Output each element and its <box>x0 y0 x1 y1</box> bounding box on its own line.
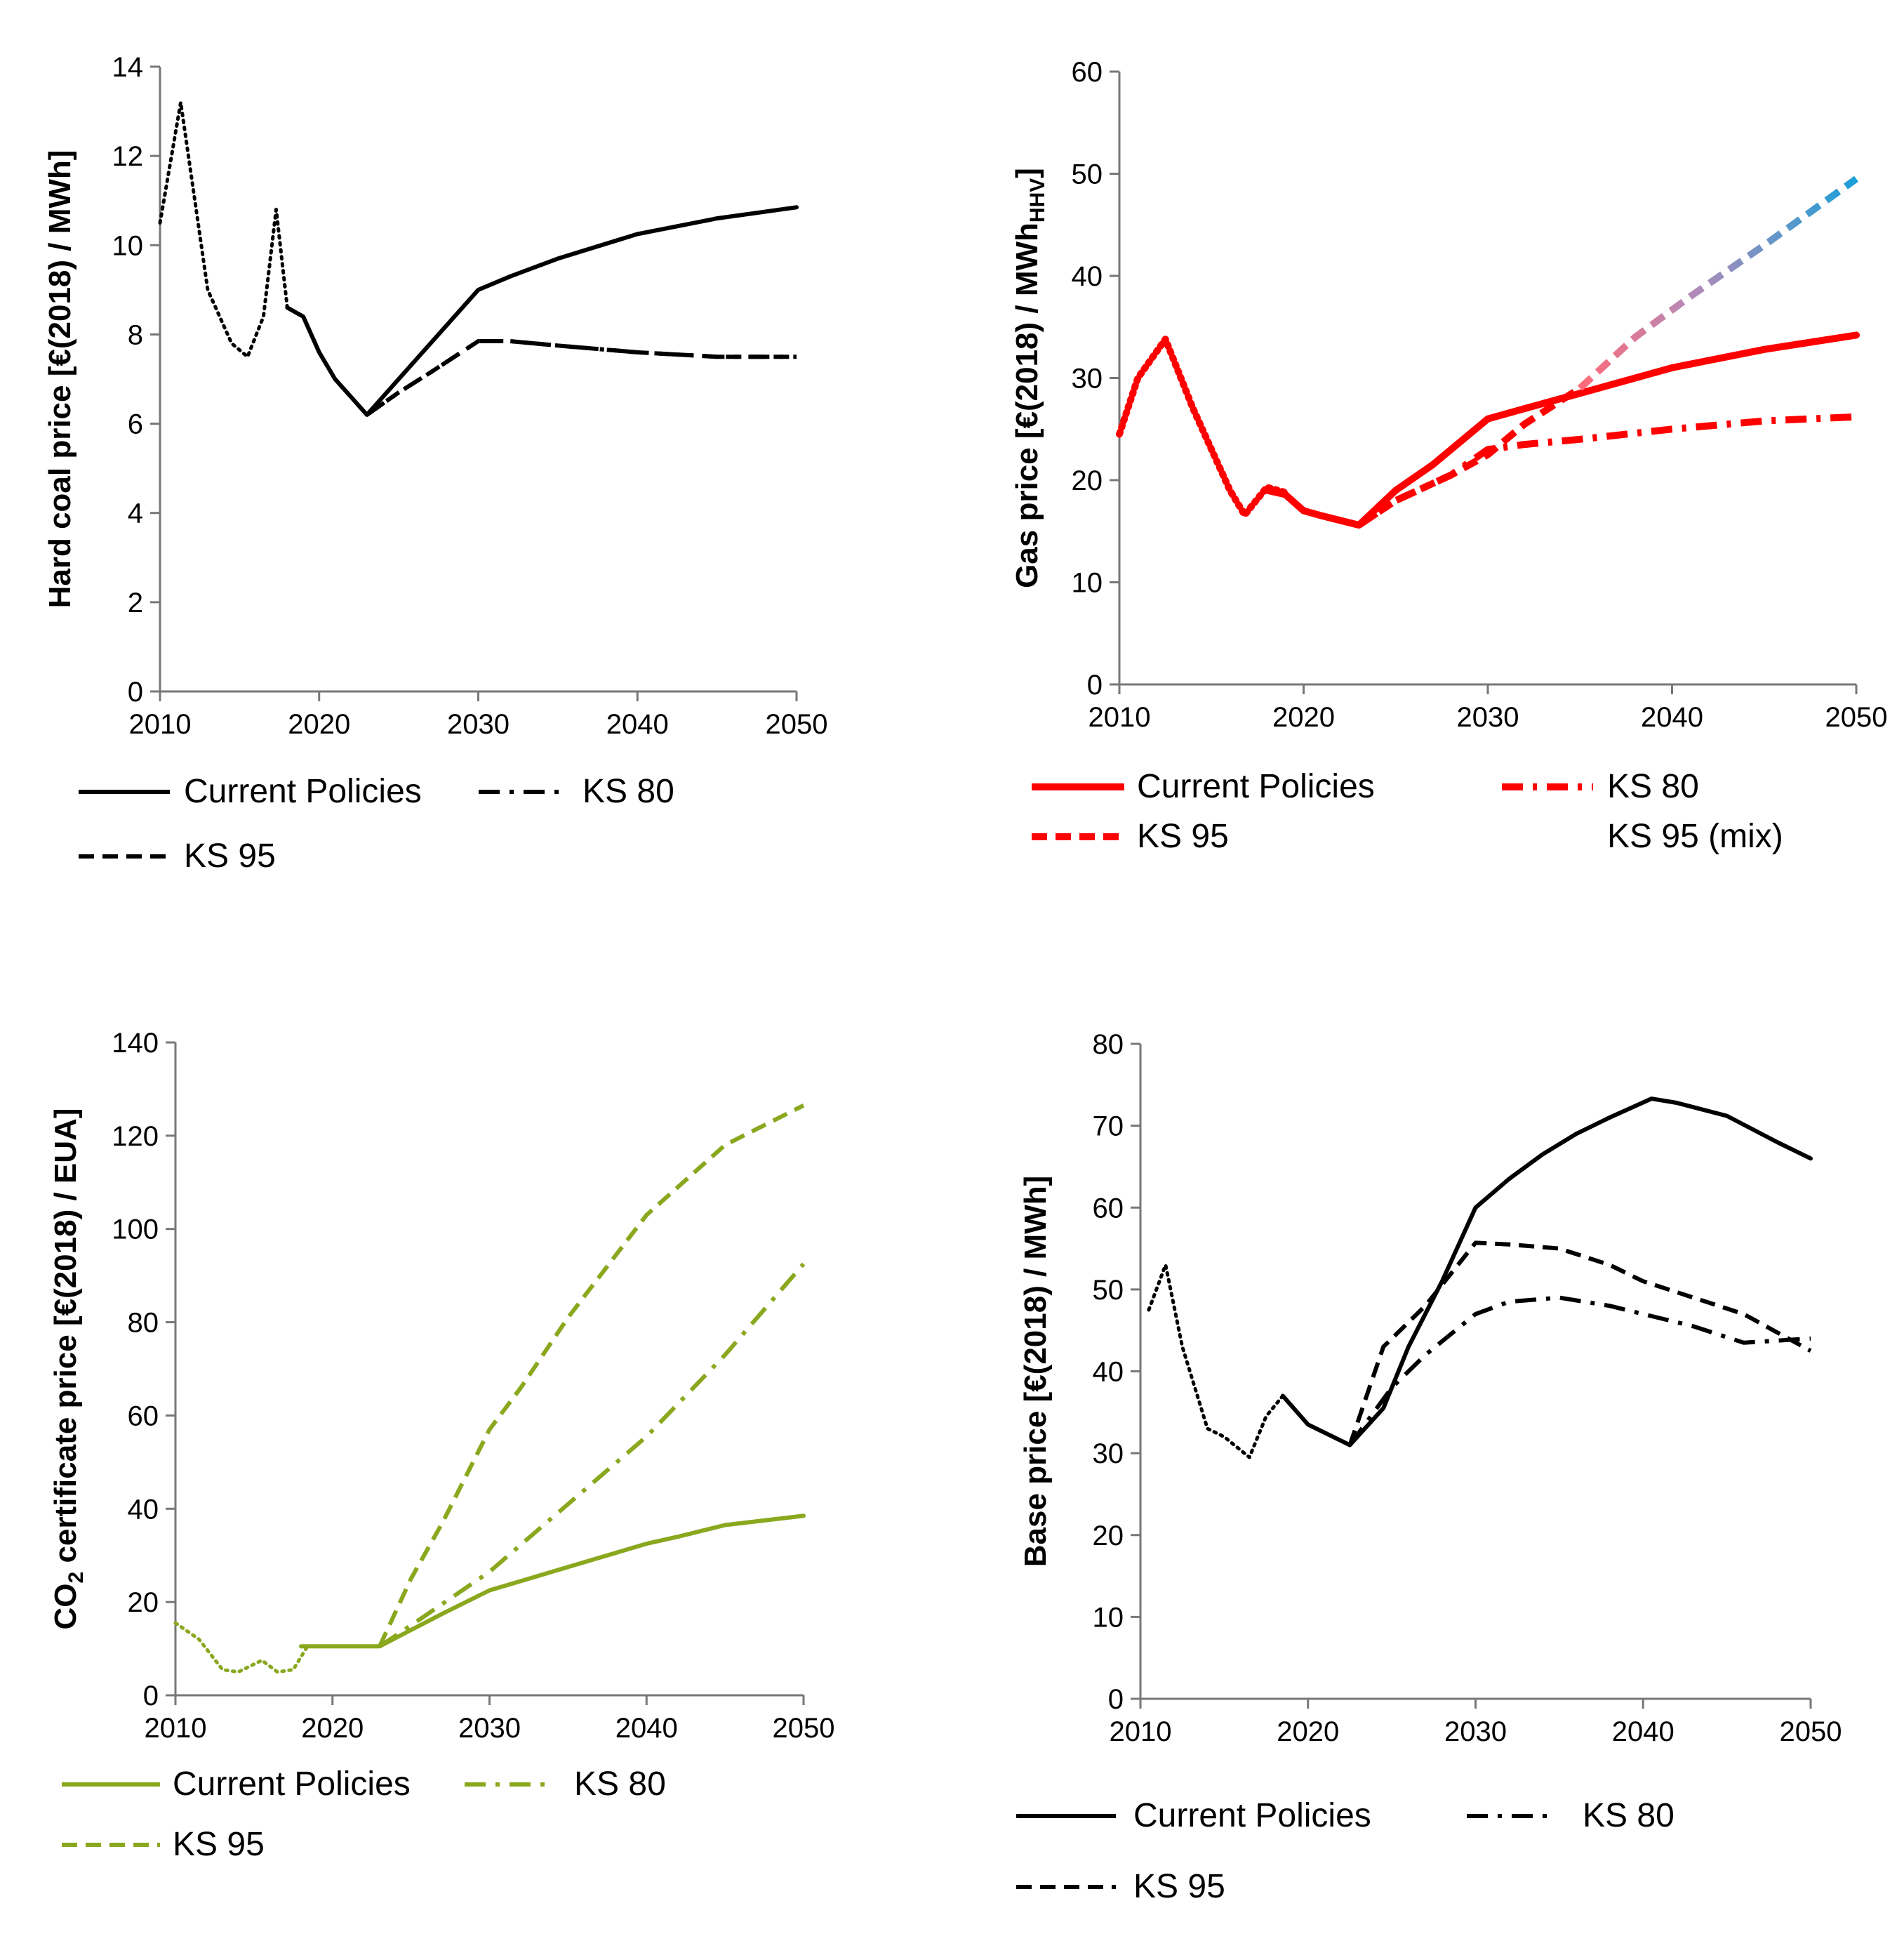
base-legend-label: KS 95 <box>1133 1868 1225 1905</box>
gas-x-tick-label: 2030 <box>1457 702 1519 733</box>
coal-y-tick-label: 10 <box>112 230 144 261</box>
gas-x-tick-label: 2010 <box>1089 702 1151 733</box>
gas-legend-label: KS 95 (mix) <box>1607 818 1783 855</box>
base-x-tick-label: 2020 <box>1277 1716 1339 1747</box>
coal-chart: 0 2 4 6 8 10 12 14 2010 2020 2030 2040 2050 Hard coal… <box>43 52 827 875</box>
gas-x-tick-label: 2020 <box>1272 702 1335 733</box>
gas-x-tick-label: 2050 <box>1825 702 1888 733</box>
co2-legend-label: Current Policies <box>173 1765 411 1803</box>
co2-series-historical <box>173 1621 311 1674</box>
gas-series-ks-95-mix- <box>1577 175 1858 391</box>
gas-y-tick-label: 30 <box>1072 364 1103 395</box>
coal-y-tick-label: 4 <box>128 498 143 529</box>
base-series-ks-80 <box>1347 1295 1811 1447</box>
base-y-tick-label: 20 <box>1093 1520 1124 1551</box>
base-series-current-policies <box>1280 1096 1813 1447</box>
co2-y-tick-label: 20 <box>128 1587 159 1618</box>
co2-y-tick-label: 80 <box>128 1308 159 1339</box>
base-x-tick-label: 2030 <box>1444 1716 1507 1747</box>
gas-legend-label: KS 95 <box>1137 818 1229 855</box>
co2-y-tick-label: 140 <box>112 1028 159 1059</box>
gas-legend-label: KS 80 <box>1607 768 1699 805</box>
co2-y-tick-label: 40 <box>128 1494 159 1525</box>
coal-x-tick-label: 2050 <box>766 709 828 740</box>
base-x-tick-label: 2050 <box>1780 1716 1842 1747</box>
base-y-tick-label: 10 <box>1093 1602 1124 1633</box>
co2-series-ks-95 <box>378 1104 805 1648</box>
coal-legend-label: KS 95 <box>184 837 276 875</box>
co2-x-tick-label: 2030 <box>458 1713 521 1744</box>
coal-series-current-policies <box>285 205 799 417</box>
coal-y-tick-label: 12 <box>112 141 144 172</box>
base-y-tick-label: 0 <box>1108 1684 1124 1715</box>
base-y-tick-label: 50 <box>1093 1275 1124 1306</box>
base-legend-label: Current Policies <box>1133 1797 1371 1834</box>
co2-x-tick-label: 2010 <box>145 1713 207 1744</box>
gas-y-tick-label: 0 <box>1087 670 1103 701</box>
gas-y-tick-label: 60 <box>1072 57 1103 88</box>
coal-x-tick-label: 2040 <box>606 709 669 740</box>
gas-x-tick-label: 2040 <box>1641 702 1703 733</box>
co2-series-current-policies <box>299 1513 806 1649</box>
co2-legend-label: KS 95 <box>173 1826 265 1863</box>
base-y-axis-label: Base price [€(2018) / MWh] <box>1018 1176 1053 1568</box>
gas-series-ks-80 <box>1357 413 1857 529</box>
coal-y-axis-label: Hard coal price [€(2018) / MWh] <box>43 150 77 609</box>
coal-series-historical <box>158 100 289 359</box>
base-y-tick-label: 60 <box>1093 1193 1124 1224</box>
base-y-tick-label: 30 <box>1093 1438 1124 1469</box>
gas-legend-label: Current Policies <box>1137 768 1375 805</box>
base-y-tick-label: 40 <box>1093 1357 1124 1388</box>
co2-x-tick-label: 2050 <box>773 1713 835 1744</box>
gas-series-ks-95 <box>1357 385 1583 529</box>
coal-x-tick-label: 2020 <box>288 709 350 740</box>
gas-y-tick-label: 20 <box>1072 465 1103 496</box>
base-y-tick-label: 70 <box>1093 1111 1124 1142</box>
co2-x-tick-label: 2020 <box>301 1713 364 1744</box>
coal-y-tick-label: 8 <box>128 319 143 350</box>
coal-y-tick-label: 2 <box>128 588 143 618</box>
co2-y-axis-label: CO2 certificate price [€(2018) / EUA] <box>48 1108 88 1630</box>
gas-series-historical <box>1116 336 1289 519</box>
base-series-ks-95 <box>1347 1240 1812 1446</box>
gas-y-tick-label: 50 <box>1072 159 1103 190</box>
coal-x-tick-label: 2010 <box>129 709 192 740</box>
gas-y-tick-label: 40 <box>1072 261 1103 292</box>
co2-x-tick-label: 2040 <box>615 1713 678 1744</box>
co2-y-tick-label: 0 <box>143 1681 159 1711</box>
base-series-historical <box>1147 1263 1285 1459</box>
gas-y-axis-label: Gas price [€(2018) / MWhHHV] <box>1010 168 1049 588</box>
coal-legend-label: Current Policies <box>184 773 422 810</box>
coal-y-tick-label: 0 <box>128 677 143 708</box>
base-y-tick-label: 80 <box>1093 1029 1124 1060</box>
gas-y-tick-label: 10 <box>1072 568 1103 599</box>
coal-y-tick-label: 14 <box>112 52 144 83</box>
coal-series-ks-80 <box>366 339 797 417</box>
coal-y-tick-label: 6 <box>128 409 143 440</box>
co2-series-ks-80 <box>378 1262 806 1648</box>
base-legend-label: KS 80 <box>1583 1797 1675 1834</box>
base-x-tick-label: 2010 <box>1110 1716 1172 1747</box>
co2-legend-label: KS 80 <box>574 1765 666 1803</box>
co2-y-tick-label: 60 <box>128 1400 159 1431</box>
co2-y-tick-label: 100 <box>112 1214 159 1245</box>
base-x-tick-label: 2040 <box>1612 1716 1675 1747</box>
coal-x-tick-label: 2030 <box>447 709 510 740</box>
co2-y-tick-label: 120 <box>112 1121 159 1152</box>
coal-series-ks-95 <box>366 339 797 417</box>
gas-series-current-policies <box>1263 331 1860 529</box>
coal-legend-label: KS 80 <box>582 773 674 810</box>
